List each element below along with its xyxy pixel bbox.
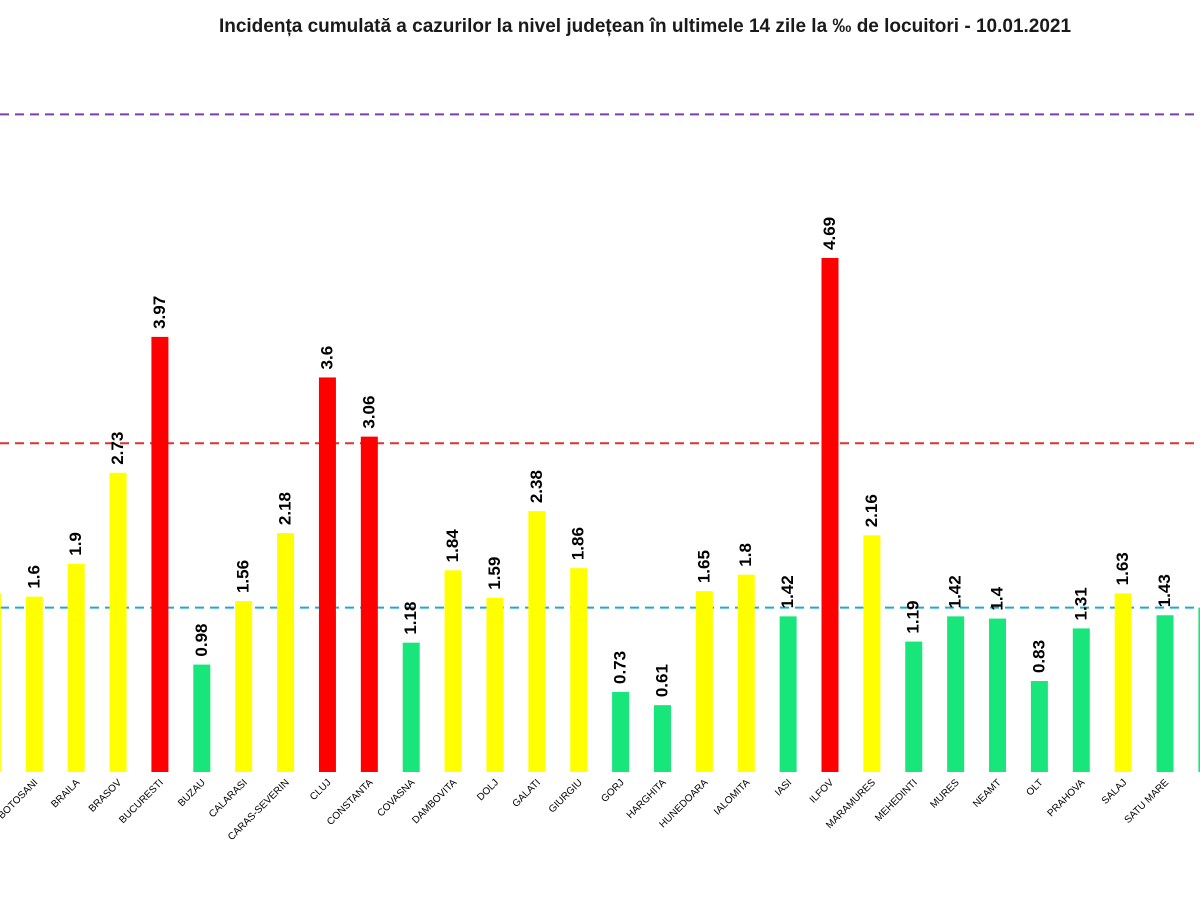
category-label-13: GALATI xyxy=(511,777,543,809)
category-label-27: SALAJ xyxy=(1100,777,1129,806)
bar-22 xyxy=(905,641,923,772)
bar-7 xyxy=(277,533,295,772)
bar-26 xyxy=(1072,628,1090,772)
value-label-14: 1.86 xyxy=(569,527,588,560)
value-label-26: 1.31 xyxy=(1071,587,1090,620)
category-label-16: HARGHITA xyxy=(625,777,669,821)
value-label-24: 1.4 xyxy=(988,586,1007,610)
category-label-14: GIURGIU xyxy=(547,777,585,815)
category-label-8: CLUJ xyxy=(308,777,333,802)
category-label-18: IALOMITA xyxy=(712,777,752,817)
value-label-3: 2.73 xyxy=(108,432,127,465)
value-label-15: 0.73 xyxy=(611,651,630,684)
value-label-19: 1.42 xyxy=(778,575,797,608)
value-label-28: 1.43 xyxy=(1155,574,1174,607)
category-label-6: CALARASI xyxy=(207,777,250,820)
bar-9 xyxy=(360,436,378,772)
bar-24 xyxy=(989,618,1007,772)
value-label-8: 3.6 xyxy=(317,346,336,370)
category-label-25: OLT xyxy=(1025,777,1046,798)
category-label-10: COVASNA xyxy=(375,777,417,819)
value-label-11: 1.84 xyxy=(443,529,462,563)
value-label-9: 3.06 xyxy=(359,396,378,429)
bar-29 xyxy=(1198,607,1200,772)
value-label-4: 3.97 xyxy=(150,296,169,329)
bar-0 xyxy=(0,593,1,772)
category-label-19: IASI xyxy=(773,777,794,798)
category-label-29: SI xyxy=(1199,777,1200,791)
bar-12 xyxy=(486,597,504,772)
bar-21 xyxy=(863,535,881,772)
bar-13 xyxy=(528,511,546,772)
category-label-12: DOLJ xyxy=(475,777,501,803)
category-label-4: BUCURESTI xyxy=(117,777,166,826)
bar-1 xyxy=(25,596,43,772)
bar-5 xyxy=(193,664,211,772)
bar-10 xyxy=(402,642,420,772)
bar-18 xyxy=(737,574,755,772)
bar-14 xyxy=(570,568,588,772)
bar-3 xyxy=(109,472,127,772)
bar-8 xyxy=(318,377,336,772)
value-label-20: 4.69 xyxy=(820,217,839,250)
category-label-26: PRAHOVA xyxy=(1046,777,1088,819)
category-label-1: BOTOSANI xyxy=(0,777,40,821)
bar-23 xyxy=(947,616,965,772)
category-label-15: GORJ xyxy=(599,777,626,804)
category-label-23: MURES xyxy=(928,777,962,811)
bar-27 xyxy=(1114,593,1132,772)
bar-11 xyxy=(444,570,462,772)
bar-25 xyxy=(1030,681,1048,772)
chart-title: Incidența cumulată a cazurilor la nivel … xyxy=(218,16,1072,37)
value-label-5: 0.98 xyxy=(192,623,211,656)
category-label-5: BUZAU xyxy=(176,777,208,809)
value-label-10: 1.18 xyxy=(401,602,420,635)
bar-16 xyxy=(653,705,671,772)
category-label-11: DAMBOVITA xyxy=(410,777,459,826)
bar-2 xyxy=(67,563,85,772)
value-label-6: 1.56 xyxy=(234,560,253,593)
bar-15 xyxy=(612,691,630,772)
bar-20 xyxy=(821,257,839,772)
value-label-27: 1.63 xyxy=(1113,552,1132,585)
category-label-28: SATU MARE xyxy=(1123,777,1172,826)
value-label-17: 1.65 xyxy=(694,550,713,583)
value-label-0: 1.63 xyxy=(0,552,1,585)
category-label-22: MEHEDINTI xyxy=(873,777,920,824)
bar-6 xyxy=(235,601,253,772)
value-label-18: 1.8 xyxy=(736,543,755,567)
category-label-20: ILFOV xyxy=(808,777,836,805)
category-label-24: NEAMT xyxy=(971,777,1004,810)
value-label-16: 0.61 xyxy=(652,664,671,697)
value-label-13: 2.38 xyxy=(527,470,546,503)
bar-19 xyxy=(779,616,797,772)
value-label-23: 1.42 xyxy=(946,575,965,608)
bar-28 xyxy=(1156,615,1174,772)
bar-17 xyxy=(695,591,713,772)
value-label-2: 1.9 xyxy=(66,532,85,556)
category-label-3: BRASOV xyxy=(87,777,124,814)
value-label-7: 2.18 xyxy=(276,492,295,525)
value-label-1: 1.6 xyxy=(24,565,43,589)
value-label-12: 1.59 xyxy=(485,557,504,590)
value-label-21: 2.16 xyxy=(862,494,881,527)
value-label-25: 0.83 xyxy=(1029,640,1048,673)
value-label-22: 1.19 xyxy=(904,600,923,633)
category-label-2: BRAILA xyxy=(49,777,82,810)
bar-4 xyxy=(151,336,169,772)
